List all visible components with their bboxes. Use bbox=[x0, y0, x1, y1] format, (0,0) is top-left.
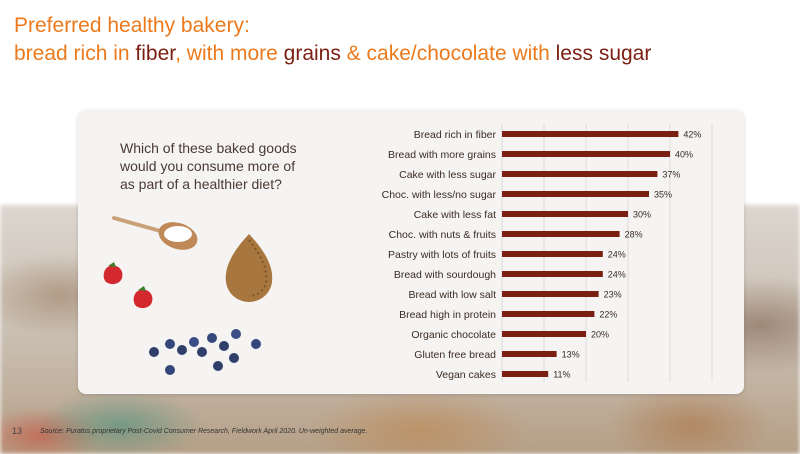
strawberry-icon bbox=[103, 262, 153, 309]
bar bbox=[502, 191, 649, 197]
bar bbox=[502, 311, 595, 317]
bar-chart: Bread rich in fiber 42% Bread with more gr… bbox=[382, 124, 713, 382]
bar bbox=[502, 251, 603, 257]
title-part: , with more bbox=[175, 42, 284, 65]
value-label: 24% bbox=[608, 250, 626, 260]
category-label: Bread with more grains bbox=[388, 149, 496, 161]
bar bbox=[502, 151, 670, 157]
grain-pile-icon bbox=[225, 234, 273, 302]
value-label: 40% bbox=[675, 150, 693, 160]
category-label: Vegan cakes bbox=[436, 369, 496, 381]
chart-card bbox=[78, 110, 744, 394]
title-line-2: bread rich in fiber, with more grains & … bbox=[14, 40, 794, 68]
category-label: Bread with sourdough bbox=[394, 269, 496, 281]
bar bbox=[502, 231, 620, 237]
title-part: grains bbox=[283, 42, 341, 65]
title-part: fiber bbox=[135, 42, 176, 65]
value-label: 23% bbox=[604, 290, 622, 300]
source-note: Source: Puratos proprietary Post-Covid C… bbox=[40, 428, 368, 435]
bar bbox=[502, 351, 557, 357]
bar bbox=[502, 131, 679, 137]
value-label: 35% bbox=[654, 190, 672, 200]
category-label: Cake with less fat bbox=[414, 209, 496, 221]
value-label: 11% bbox=[553, 370, 570, 380]
value-label: 22% bbox=[599, 310, 617, 320]
bar bbox=[502, 371, 549, 377]
slide-title: Preferred healthy bakery: bread rich in … bbox=[14, 12, 794, 68]
category-label: Bread with low salt bbox=[408, 289, 496, 301]
title-part: less sugar bbox=[555, 42, 652, 65]
blueberries-icon bbox=[149, 329, 261, 375]
title-part: cake/chocolate with bbox=[366, 42, 556, 65]
page-number: 13 bbox=[12, 426, 23, 436]
spoon-icon bbox=[112, 216, 198, 250]
bar bbox=[502, 171, 658, 177]
title-part: & bbox=[340, 42, 367, 65]
bar bbox=[502, 271, 603, 277]
category-label: Choc. with less/no sugar bbox=[382, 189, 497, 201]
category-label: Cake with less sugar bbox=[399, 169, 496, 181]
category-label: Gluten free bread bbox=[414, 349, 496, 361]
bar bbox=[502, 331, 586, 337]
value-label: 13% bbox=[562, 350, 580, 360]
bar bbox=[502, 291, 599, 297]
value-label: 30% bbox=[633, 210, 651, 220]
title-line-1: Preferred healthy bakery: bbox=[14, 14, 250, 37]
value-label: 20% bbox=[591, 330, 609, 340]
value-label: 28% bbox=[625, 230, 643, 240]
value-label: 37% bbox=[662, 170, 680, 180]
value-label: 42% bbox=[683, 130, 701, 140]
value-label: 24% bbox=[608, 270, 626, 280]
category-label: Organic chocolate bbox=[411, 329, 496, 341]
survey-question: Which of these baked goods would you con… bbox=[120, 140, 297, 192]
category-label: Bread high in protein bbox=[399, 309, 496, 321]
title-part: bread rich in bbox=[14, 42, 136, 65]
category-label: Choc. with nuts & fruits bbox=[389, 229, 496, 241]
bar bbox=[502, 211, 628, 217]
category-label: Bread rich in fiber bbox=[414, 129, 497, 141]
category-label: Pastry with lots of fruits bbox=[388, 249, 496, 261]
